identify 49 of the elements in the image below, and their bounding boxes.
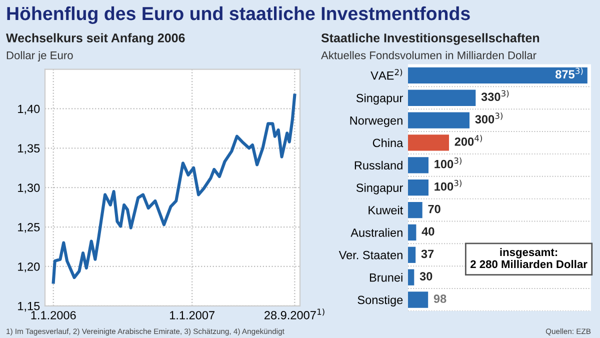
x-tick-label: 28.9.2007$^{1)}$ [264,308,324,320]
bar [408,157,429,174]
bar [408,134,450,151]
chart-title: Wechselkurs seit Anfang 2006 [6,33,185,45]
data-label: 100$^{3)}$ [434,180,462,191]
bar [408,269,414,286]
y-tick-label: Kuweit [368,206,404,214]
data-label: 875$^{3)}$ [556,68,583,79]
bar [408,224,416,241]
y-tick-label: Australien [350,228,402,237]
x-tick-label: 1.1.2006 [31,311,76,320]
y-tick-label: 1,30 [18,184,40,194]
data-label: 330$^{3)}$ [481,90,509,102]
data-label: 200$^{4)}$ [454,134,482,146]
bar [408,112,470,128]
bar [408,90,476,106]
data-label: 100$^{3)}$ [434,157,462,168]
y-tick-label: 1,35 [18,144,40,154]
line-series [52,94,296,284]
x-tick-label: 1.1.2007 [170,311,214,320]
y-tick-label: Singapur [356,183,403,194]
data-label: 300$^{3)}$ [475,112,502,124]
data-label: 40 [422,227,434,236]
y-tick-label: Sonstige [358,295,403,306]
bar [408,180,429,196]
y-tick-label: Ver. Staaten [338,250,402,260]
bar [408,67,588,84]
y-tick-label: VAE$^{2)}$ [370,68,402,80]
data-label: 37 [421,250,434,258]
y-tick-label: China [372,138,404,148]
text: Höhenflug des Euro und staatliche Investmentfonds [7,6,470,24]
chart-subtitle: Aktuelles Fondsvolumen in Milliarden Dollar [321,51,536,60]
data-label: 70 [428,204,440,214]
bar [408,246,416,263]
data-label: 30 [420,272,432,280]
y-tick-label: 1,25 [18,223,40,233]
chart-title: Staatliche Investitionsgesellschaften [321,33,540,45]
chart-subtitle: Dollar je Euro [6,51,73,62]
bar [408,292,428,308]
y-tick-label: Russland [354,160,402,170]
data-label: 98 [434,294,446,303]
y-tick-label: Singapur [356,94,403,105]
y-tick-label: 1,40 [18,104,40,115]
y-tick-label: 1,20 [18,262,40,272]
annotation: insgesamt: 2 280 Milliarden Dollar [470,248,588,268]
y-tick-label: 1,15 [18,302,40,312]
y-tick-label: Brunei [370,273,402,282]
bar [408,202,422,218]
y-tick-label: Norwegen [350,116,402,128]
